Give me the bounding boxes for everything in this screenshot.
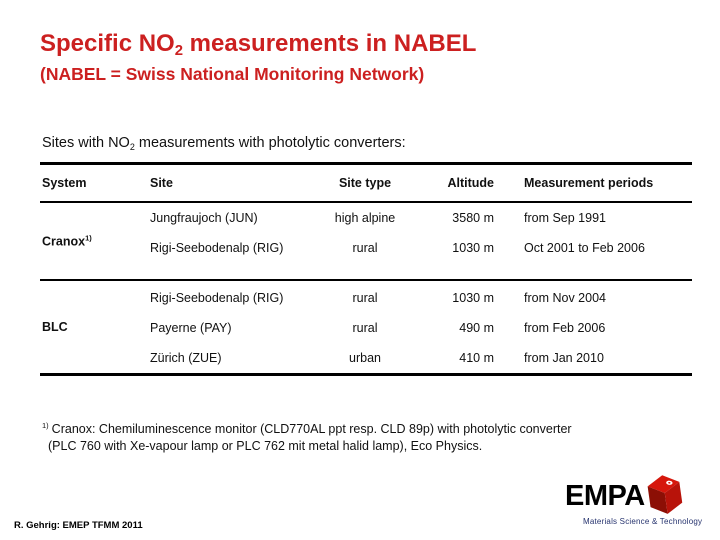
title-pre: Specific NO bbox=[40, 30, 175, 57]
slide-subtitle: (NABEL = Swiss National Monitoring Netwo… bbox=[40, 64, 425, 84]
header-altitude: Altitude bbox=[447, 176, 494, 190]
title-post: measurements in NABEL bbox=[183, 30, 477, 57]
intro-line: Sites with NO2 measurements with photoly… bbox=[42, 135, 406, 152]
cell-altitude: 410 m bbox=[459, 351, 494, 365]
footnote-line2: (PLC 760 with Xe-vapour lamp or PLC 762 … bbox=[48, 439, 483, 454]
cell-site: Payerne (PAY) bbox=[150, 321, 232, 335]
system-label-cranox: Cranox1) bbox=[40, 233, 150, 248]
author-credit: R. Gehrig: EMEP TFMM 2011 bbox=[14, 520, 143, 531]
empa-logo-row: EMPA bbox=[565, 475, 710, 516]
intro-subscript: 2 bbox=[129, 141, 135, 152]
cell-altitude: 1030 m bbox=[452, 241, 494, 255]
intro-post: measurements with photolytic converters: bbox=[134, 135, 406, 151]
cell-site-type: rural bbox=[352, 291, 378, 305]
intro-pre: Sites with NO bbox=[42, 135, 130, 151]
cell-site: Rigi-Seebodenalp (RIG) bbox=[150, 241, 284, 255]
cell-site: Jungfraujoch (JUN) bbox=[150, 211, 258, 225]
cell-site-type: rural bbox=[352, 321, 378, 335]
footnote-line1: Cranox: Chemiluminescence monitor (CLD77… bbox=[51, 422, 572, 437]
cell-site: Rigi-Seebodenalp (RIG) bbox=[150, 291, 284, 305]
table-row: Jungfraujoch (JUN) high alpine 3580 m fr… bbox=[40, 203, 692, 233]
table-row: Payerne (PAY) rural 490 m from Feb 2006 bbox=[40, 313, 692, 343]
header-measurement-periods: Measurement periods bbox=[524, 176, 654, 190]
system-footnote-ref: 1) bbox=[85, 233, 92, 243]
table-row: Rigi-Seebodenalp (RIG) rural 1030 m Oct … bbox=[40, 233, 692, 263]
cell-period: from Jan 2010 bbox=[524, 351, 604, 365]
system-label-blc: BLC bbox=[40, 320, 150, 334]
table-row: Rigi-Seebodenalp (RIG) rural 1030 m from… bbox=[40, 283, 692, 313]
cell-period: from Nov 2004 bbox=[524, 291, 606, 305]
cell-period: from Sep 1991 bbox=[524, 211, 606, 225]
cell-site-type: rural bbox=[352, 241, 378, 255]
cell-site-type: high alpine bbox=[334, 211, 396, 225]
table-row: Zürich (ZUE) urban 410 m from Jan 2010 bbox=[40, 343, 692, 373]
empa-logo: EMPA Materials Science & Technology bbox=[565, 475, 710, 526]
cell-site: Zürich (ZUE) bbox=[150, 351, 222, 365]
system-name: Cranox bbox=[42, 234, 86, 249]
footnote: 1) Cranox: Chemiluminescence monitor (CLD… bbox=[42, 417, 572, 455]
cell-site-type: urban bbox=[349, 351, 381, 365]
footnote-marker: 1) bbox=[42, 421, 49, 430]
cell-altitude: 490 m bbox=[459, 321, 494, 335]
slide-title: Specific NO2 measurements in NABEL bbox=[40, 30, 477, 60]
sites-table: System Site Site type Altitude Measureme… bbox=[40, 162, 692, 376]
header-site: Site bbox=[150, 176, 173, 190]
title-subscript: 2 bbox=[174, 43, 183, 60]
cell-altitude: 1030 m bbox=[452, 291, 494, 305]
table-header-row: System Site Site type Altitude Measureme… bbox=[40, 165, 692, 203]
empa-wordmark: EMPA bbox=[565, 479, 645, 512]
header-system: System bbox=[42, 176, 87, 190]
cell-altitude: 3580 m bbox=[452, 211, 494, 225]
empa-cube-icon bbox=[647, 475, 682, 514]
table-section-blc: BLC Rigi-Seebodenalp (RIG) rural 1030 m … bbox=[40, 281, 692, 373]
empa-tagline: Materials Science & Technology bbox=[583, 517, 703, 526]
table-section-cranox: Cranox1) Jungfraujoch (JUN) high alpine … bbox=[40, 203, 692, 281]
header-site-type: Site type bbox=[338, 176, 392, 190]
cell-period: from Feb 2006 bbox=[524, 321, 606, 335]
cell-period: Oct 2001 to Feb 2006 bbox=[524, 241, 645, 255]
system-name: BLC bbox=[42, 320, 68, 334]
